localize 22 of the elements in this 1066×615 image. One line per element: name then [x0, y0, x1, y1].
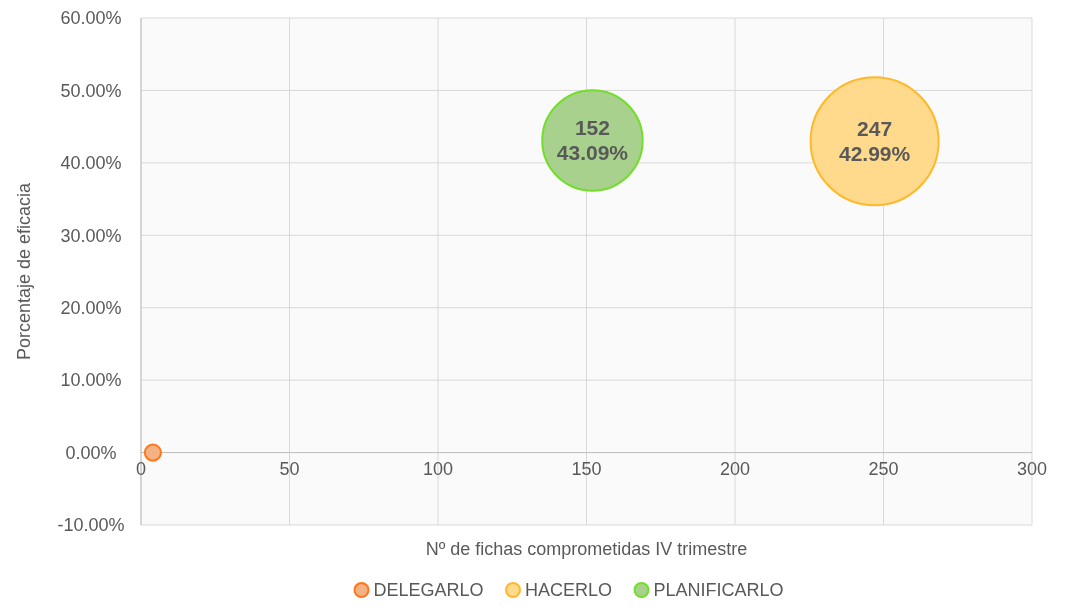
legend-label: HACERLO: [525, 580, 613, 600]
x-tick-label: 300: [1016, 458, 1048, 479]
x-tick-label: 200: [719, 458, 751, 479]
legend-label: PLANIFICARLO: [653, 580, 784, 600]
y-tick-label: -10.00%: [57, 515, 125, 536]
y-tick-label: 20.00%: [60, 298, 122, 319]
x-axis-title: Nº de fichas comprometidas IV trimestre: [425, 539, 748, 559]
data-label: 247 42.99%: [838, 116, 911, 166]
x-tick-label: 50: [279, 458, 300, 479]
y-tick-label: 50.00%: [60, 80, 122, 101]
y-tick-label: 30.00%: [60, 225, 122, 246]
data-label: 152 43.09%: [556, 116, 629, 165]
x-tick-label: 150: [571, 458, 602, 479]
y-tick-label: 0.00%: [65, 442, 117, 463]
x-tick-label: 100: [422, 458, 454, 479]
y-tick-label: 10.00%: [60, 370, 122, 391]
x-tick-label: 250: [868, 458, 899, 479]
legend-label: DELEGARLO: [373, 580, 484, 600]
x-tick-label: 0: [135, 458, 147, 479]
y-axis-title: Porcentaje de eficacia: [14, 181, 34, 361]
y-tick-label: 60.00%: [60, 8, 122, 29]
y-tick-label: 40.00%: [60, 153, 122, 174]
